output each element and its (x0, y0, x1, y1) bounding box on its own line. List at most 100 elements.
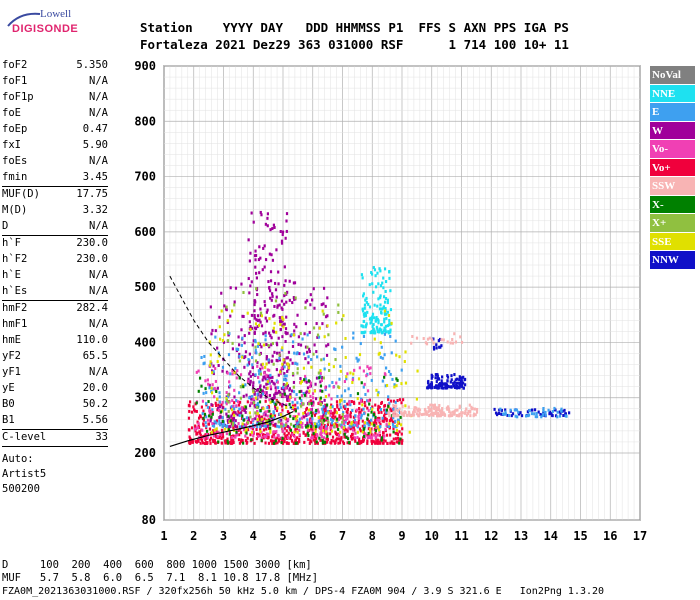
echo-point (202, 362, 205, 366)
echo-point (392, 410, 395, 414)
echo-point (190, 410, 194, 414)
echo-point (242, 441, 245, 445)
echo-point (442, 382, 445, 386)
echo-point (229, 425, 232, 429)
echo-point (358, 406, 361, 410)
echo-point (291, 404, 295, 408)
echo-point (338, 400, 342, 404)
echo-point (249, 325, 252, 329)
echo-point (460, 383, 464, 387)
echo-point (535, 415, 539, 419)
echo-point (449, 341, 452, 345)
echo-point (285, 229, 288, 233)
echo-point (218, 422, 221, 426)
echo-point (344, 418, 348, 422)
echo-point (353, 418, 357, 422)
parameter-label: h`F2 (2, 253, 28, 265)
echo-point (333, 347, 336, 351)
echo-point (393, 412, 397, 416)
echo-point (459, 379, 462, 383)
echo-point (231, 309, 234, 313)
echo-point (298, 422, 301, 426)
echo-point (373, 268, 377, 272)
echo-point (364, 311, 367, 315)
echo-point (214, 379, 218, 383)
legend-entry: Vo+ (650, 158, 695, 177)
echo-point (403, 410, 406, 414)
echo-point (218, 325, 221, 329)
echo-point (319, 396, 322, 400)
echo-point (388, 322, 391, 326)
echo-point (330, 397, 333, 401)
echo-point (383, 412, 387, 416)
echo-point (315, 440, 318, 444)
echo-point (563, 408, 566, 412)
echo-point (322, 376, 325, 380)
echo-point (247, 416, 250, 420)
echo-point (384, 330, 388, 334)
echo-point (316, 408, 319, 412)
echo-point (238, 400, 242, 404)
echo-point (218, 391, 221, 395)
echo-point (378, 327, 382, 331)
echo-point (208, 363, 212, 367)
echo-point (337, 310, 340, 314)
echo-point (349, 415, 352, 419)
echo-point (281, 392, 284, 396)
y-tick-label: 200 (134, 446, 156, 460)
echo-point (268, 331, 271, 335)
echo-point (211, 410, 214, 414)
echo-point (344, 420, 347, 424)
echo-point (382, 414, 386, 418)
echo-point (271, 441, 274, 445)
echo-point (310, 403, 314, 407)
echo-point (227, 441, 230, 445)
echo-point (435, 343, 438, 347)
echo-point (274, 392, 277, 396)
echo-point (264, 316, 267, 320)
echo-point (254, 373, 257, 377)
echo-point (375, 316, 378, 320)
y-tick-label: 400 (134, 335, 156, 349)
echo-point (250, 420, 253, 424)
echo-point (294, 415, 297, 419)
echo-point (343, 432, 346, 436)
echo-point (348, 420, 351, 424)
echo-point (309, 394, 312, 398)
echo-point (267, 423, 270, 427)
echo-point (373, 303, 376, 307)
echo-point (470, 405, 473, 409)
echo-point (330, 423, 333, 427)
echo-point (399, 410, 403, 414)
echo-point (236, 413, 239, 417)
echo-point (278, 358, 282, 362)
echo-point (289, 422, 293, 426)
echo-point (289, 434, 292, 438)
echo-point (377, 404, 380, 408)
parameter-value: N/A (89, 285, 108, 297)
echo-point (287, 350, 291, 354)
echo-point (245, 416, 248, 420)
x-tick-label: 2 (190, 529, 197, 543)
echo-point (280, 427, 284, 431)
autoscaling-info: Artist5 (2, 468, 47, 480)
echo-point (259, 430, 262, 434)
echo-point (376, 304, 379, 308)
echo-point (269, 429, 272, 433)
echo-point (254, 345, 257, 349)
echo-point (392, 399, 396, 403)
echo-point (363, 401, 366, 405)
echo-point (266, 419, 269, 423)
echo-point (231, 347, 234, 351)
echo-point (259, 425, 262, 429)
echo-point (258, 271, 261, 275)
echo-point (253, 403, 256, 407)
echo-point (259, 427, 262, 431)
parameter-value: 110.0 (76, 334, 108, 346)
echo-point (293, 351, 296, 355)
echo-point (366, 310, 369, 314)
echo-point (346, 417, 349, 421)
echo-point (368, 305, 372, 309)
echo-point (383, 311, 386, 315)
echo-point (330, 429, 334, 433)
